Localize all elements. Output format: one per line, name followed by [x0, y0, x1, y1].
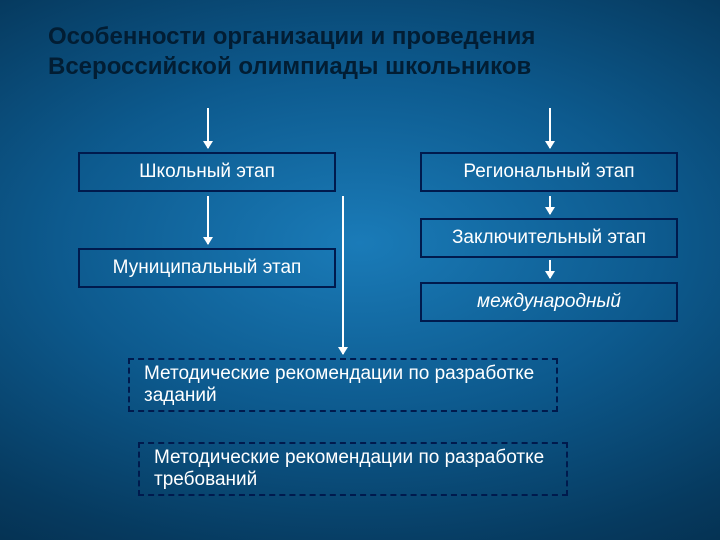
box-method-requirements: Методические рекомендации по разработке … — [138, 442, 568, 496]
box-international-label: международный — [477, 291, 621, 313]
box-method-tasks: Методические рекомендации по разработке … — [128, 358, 558, 412]
arrow — [207, 196, 209, 244]
box-school-label: Школьный этап — [139, 161, 275, 183]
box-final-label: Заключительный этап — [452, 227, 646, 249]
arrow — [549, 196, 551, 214]
page-title: Особенности организации и проведения Все… — [0, 0, 720, 82]
arrow — [342, 196, 344, 354]
arrow — [549, 108, 551, 148]
box-method-tasks-label: Методические рекомендации по разработке … — [144, 363, 542, 407]
arrow — [207, 108, 209, 148]
box-municipal: Муниципальный этап — [78, 248, 336, 288]
box-international: международный — [420, 282, 678, 322]
box-final: Заключительный этап — [420, 218, 678, 258]
box-school: Школьный этап — [78, 152, 336, 192]
arrow — [549, 260, 551, 278]
box-method-requirements-label: Методические рекомендации по разработке … — [154, 447, 552, 491]
box-regional: Региональный этап — [420, 152, 678, 192]
box-municipal-label: Муниципальный этап — [113, 257, 302, 279]
box-regional-label: Региональный этап — [463, 161, 634, 183]
